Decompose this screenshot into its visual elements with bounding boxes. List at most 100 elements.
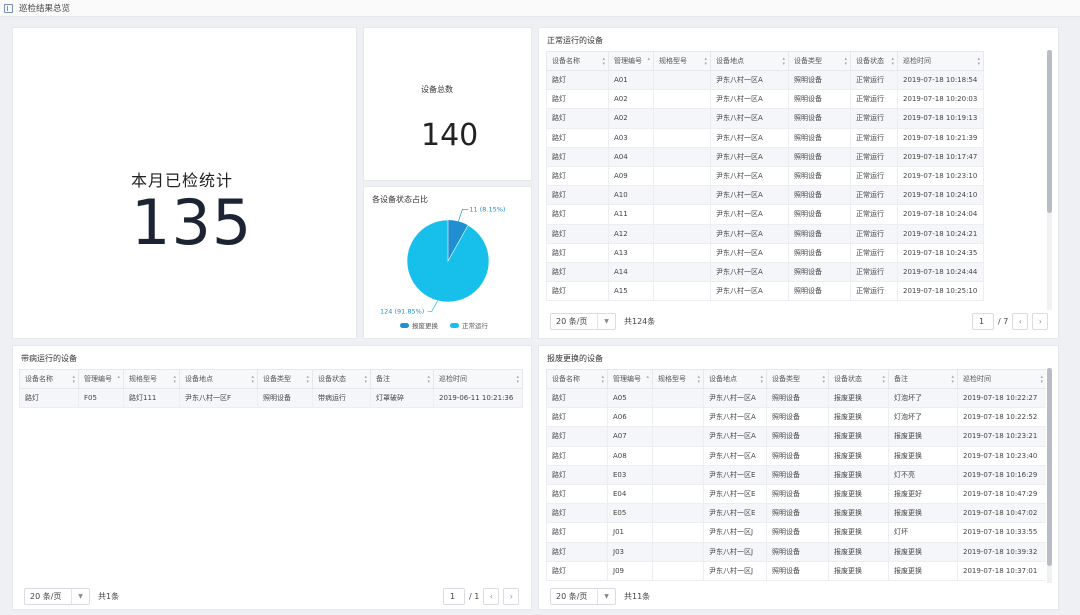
table-cell: 尹东八村一区A: [703, 426, 767, 447]
legend-item-scrap[interactable]: 报废更换: [400, 320, 438, 330]
sort-icon[interactable]: ▴ ▾: [601, 374, 604, 385]
column-header[interactable]: 设备类型 ▴ ▾: [257, 369, 313, 389]
table-row[interactable]: 路灯 A07 尹东八村一区A 照明设备 报废更换 报废更换 2019-07-18 10:23…: [546, 426, 1046, 447]
sort-icon[interactable]: ▴ ▾: [602, 56, 605, 67]
legend-item-normal[interactable]: 正常运行: [450, 320, 488, 330]
sort-icon[interactable]: ▴ ▾: [251, 374, 254, 385]
sort-icon[interactable]: ▴ ▾: [951, 374, 954, 385]
table-cell: 报废更换: [828, 541, 889, 562]
table-row[interactable]: 路灯 A10 尹东八村一区A 照明设备 正常运行 2019-07-18 10:24:10: [546, 185, 984, 206]
table-row[interactable]: 路灯 F05 路灯111 尹东八村一区F 照明设备 带病运行 灯罩破碎 2019-06-11 …: [19, 387, 523, 409]
column-header[interactable]: 设备名称 ▴ ▾: [19, 369, 79, 389]
table-cell: 照明设备: [788, 165, 851, 187]
column-header[interactable]: 设备状态 ▴ ▾: [828, 369, 889, 389]
sort-icon[interactable]: ▴ ▾: [704, 56, 707, 67]
sort-icon[interactable]: ▴ ▾: [891, 56, 894, 67]
scrap-table-scrollbar[interactable]: [1047, 368, 1052, 583]
column-header[interactable]: 巡检时间 ▴ ▾: [957, 369, 1046, 389]
table-row[interactable]: 路灯 E05 尹东八村一区E 照明设备 报废更换 报废更换 2019-07-18 10:47…: [546, 503, 1046, 524]
scrap-page-size-select[interactable]: 20 条/页 ▼: [550, 587, 616, 605]
table-row[interactable]: 路灯 J03 尹东八村一区J 照明设备 报废更换 报废更换 2019-07-18 10:39…: [546, 541, 1046, 562]
prev-page-button[interactable]: ‹: [1012, 312, 1029, 330]
prev-page-button[interactable]: ‹: [483, 587, 500, 605]
sort-icon[interactable]: ▴ ▾: [882, 374, 885, 385]
normal-table-viewport: 设备名称 ▴ ▾ 管理编号 ▴ 规格型号 ▴ ▾ 设备地点 ▴ ▾ 设备类型 ▴ ▾ 设备状态 ▴ ▾ 巡检时间 ▴…: [546, 51, 1053, 331]
sort-icon[interactable]: ▴ ▾: [844, 56, 847, 67]
table-row[interactable]: 路灯 J01 尹东八村一区J 照明设备 报废更换 灯坏 2019-07-18 10:33:5…: [546, 522, 1046, 543]
scroll-thumb[interactable]: [1047, 50, 1052, 213]
table-cell: 尹东八村一区A: [710, 89, 789, 110]
column-header[interactable]: 管理编号 ▴: [608, 51, 654, 71]
table-cell: 路灯: [546, 127, 609, 148]
table-cell: 2019-07-18 10:21:39: [897, 127, 984, 148]
table-row[interactable]: 路灯 A09 尹东八村一区A 照明设备 正常运行 2019-07-18 10:23:10: [546, 165, 984, 187]
column-header[interactable]: 规格型号 ▴ ▾: [652, 369, 704, 389]
faulty-page-size-select[interactable]: 20 条/页 ▼: [24, 587, 90, 605]
sort-icon[interactable]: ▴ ▾: [516, 374, 519, 385]
column-header[interactable]: 巡检时间 ▴ ▾: [897, 51, 984, 71]
sort-icon[interactable]: ▴: [646, 374, 649, 380]
table-row[interactable]: 路灯 A02 尹东八村一区A 照明设备 正常运行 2019-07-18 10:20:03: [546, 89, 984, 110]
faulty-page-input[interactable]: 1: [443, 587, 465, 605]
column-header[interactable]: 管理编号 ▴: [607, 369, 653, 389]
column-header[interactable]: 备注 ▴ ▾: [370, 369, 434, 389]
column-header[interactable]: 规格型号 ▴ ▾: [653, 51, 711, 71]
sort-icon[interactable]: ▴ ▾: [364, 374, 367, 385]
sort-icon[interactable]: ▴ ▾: [173, 374, 176, 385]
table-cell: 尹东八村一区A: [710, 185, 789, 206]
sort-icon[interactable]: ▴ ▾: [427, 374, 430, 385]
table-row[interactable]: 路灯 A03 尹东八村一区A 照明设备 正常运行 2019-07-18 10:21:39: [546, 127, 984, 148]
faulty-table-title: 带病运行的设备: [21, 354, 77, 363]
column-header[interactable]: 规格型号 ▴ ▾: [123, 369, 180, 389]
table-row[interactable]: 路灯 A15 尹东八村一区A 照明设备 正常运行 2019-07-18 10:25:10: [546, 281, 984, 302]
column-header[interactable]: 管理编号 ▴: [78, 369, 124, 389]
column-header[interactable]: 设备地点 ▴ ▾: [179, 369, 258, 389]
table-row[interactable]: 路灯 E04 尹东八村一区E 照明设备 报废更换 报废更好 2019-07-18 10:47…: [546, 483, 1046, 505]
table-row[interactable]: 路灯 A11 尹东八村一区A 照明设备 正常运行 2019-07-18 10:24:04: [546, 204, 984, 225]
column-header[interactable]: 设备名称 ▴ ▾: [546, 51, 609, 71]
column-header[interactable]: 设备状态 ▴ ▾: [850, 51, 898, 71]
scroll-thumb[interactable]: [1047, 368, 1052, 566]
table-row[interactable]: 路灯 J09 尹东八村一区J 照明设备 报废更换 报废更换 2019-07-18 10:37…: [546, 560, 1046, 581]
sort-icon[interactable]: ▴ ▾: [782, 56, 785, 67]
faulty-page-count: / 1: [469, 591, 480, 601]
next-page-button[interactable]: ›: [1032, 312, 1049, 330]
normal-table-scrollbar[interactable]: [1047, 50, 1052, 310]
table-row[interactable]: 路灯 A12 尹东八村一区A 照明设备 正常运行 2019-07-18 10:24:21: [546, 223, 984, 244]
next-page-button[interactable]: ›: [503, 587, 520, 605]
table-row[interactable]: 路灯 A01 尹东八村一区A 照明设备 正常运行 2019-07-18 10:18:54: [546, 69, 984, 91]
pie-slice-normal[interactable]: [406, 219, 490, 303]
sort-icon[interactable]: ▴: [117, 374, 120, 380]
sort-icon[interactable]: ▴ ▾: [697, 374, 700, 385]
column-header[interactable]: 设备类型 ▴ ▾: [788, 51, 851, 71]
table-cell: 正常运行: [850, 165, 898, 187]
sort-icon[interactable]: ▴ ▾: [306, 374, 309, 385]
pie-slice-scrap[interactable]: [448, 220, 469, 261]
table-row[interactable]: 路灯 A02 尹东八村一区A 照明设备 正常运行 2019-07-18 10:19:13: [546, 108, 984, 129]
sort-icon[interactable]: ▴ ▾: [760, 374, 763, 385]
scrap-total-count: 共11条: [624, 591, 651, 601]
column-header[interactable]: 设备地点 ▴ ▾: [710, 51, 789, 71]
column-header[interactable]: 设备状态 ▴ ▾: [312, 369, 371, 389]
normal-page-size-select[interactable]: 20 条/页 ▼: [550, 312, 616, 330]
sort-icon[interactable]: ▴: [647, 56, 650, 62]
table-row[interactable]: 路灯 A05 尹东八村一区A 照明设备 报废更换 灯泡坏了 2019-07-18 10:22…: [546, 387, 1046, 409]
table-row[interactable]: 路灯 A14 尹东八村一区A 照明设备 正常运行 2019-07-18 10:24:44: [546, 261, 984, 283]
sort-icon[interactable]: ▴ ▾: [822, 374, 825, 385]
sort-icon[interactable]: ▴ ▾: [977, 56, 980, 67]
column-header[interactable]: 备注 ▴ ▾: [888, 369, 958, 389]
sort-icon[interactable]: ▴ ▾: [1040, 374, 1043, 385]
table-cell: A06: [607, 407, 653, 428]
column-header[interactable]: 设备类型 ▴ ▾: [766, 369, 829, 389]
table-row[interactable]: 路灯 A04 尹东八村一区A 照明设备 正常运行 2019-07-18 10:17:47: [546, 146, 984, 167]
column-header[interactable]: 巡检时间 ▴ ▾: [433, 369, 523, 389]
table-row[interactable]: 路灯 A13 尹东八村一区A 照明设备 正常运行 2019-07-18 10:24:35: [546, 242, 984, 263]
table-row[interactable]: 路灯 A06 尹东八村一区A 照明设备 报废更换 灯泡坏了 2019-07-18 10:22…: [546, 407, 1046, 428]
table-row[interactable]: 路灯 E03 尹东八村一区E 照明设备 报废更换 灯不亮 2019-07-18 10:16:…: [546, 464, 1046, 485]
table-row[interactable]: 路灯 A08 尹东八村一区A 照明设备 报废更换 报废更换 2019-07-18 10:23…: [546, 445, 1046, 466]
column-header[interactable]: 设备名称 ▴ ▾: [546, 369, 608, 389]
sort-icon[interactable]: ▴ ▾: [72, 374, 75, 385]
normal-page-input[interactable]: 1: [972, 312, 994, 330]
column-header[interactable]: 设备地点 ▴ ▾: [703, 369, 767, 389]
table-cell: 路灯: [546, 426, 608, 447]
